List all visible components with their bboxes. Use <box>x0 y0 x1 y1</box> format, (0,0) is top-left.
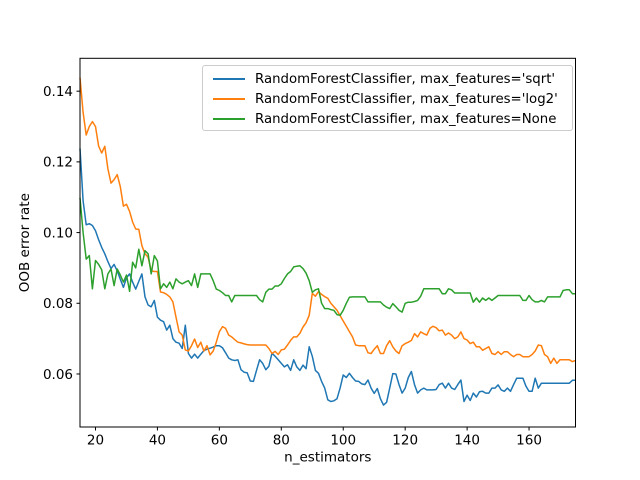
y-tick-label: 0.08 <box>43 296 73 312</box>
legend-item-0: RandomForestClassifier, max_features='sq… <box>208 69 572 89</box>
x-tick-label: 160 <box>516 433 542 449</box>
axes-frame <box>79 57 576 428</box>
legend-label: RandomForestClassifier, max_features='sq… <box>255 71 556 87</box>
legend-label: RandomForestClassifier, max_features=Non… <box>255 111 557 127</box>
legend-line-sample <box>213 98 245 100</box>
x-axis-label: n_estimators <box>284 450 371 466</box>
legend-item-1: RandomForestClassifier, max_features='lo… <box>208 89 572 109</box>
x-tick-label: 20 <box>87 433 104 449</box>
series-line-2 <box>79 197 576 317</box>
legend-item-2: RandomForestClassifier, max_features=Non… <box>208 109 572 129</box>
legend: RandomForestClassifier, max_features='sq… <box>202 65 573 131</box>
x-tick-label: 120 <box>392 433 418 449</box>
y-tick-label: 0.12 <box>43 155 73 171</box>
series-line-1 <box>79 77 576 365</box>
x-tick-label: 100 <box>330 433 356 449</box>
x-tick-label: 40 <box>149 433 166 449</box>
y-tick-label: 0.06 <box>43 367 73 383</box>
series-line-0 <box>79 148 576 406</box>
x-tick-label: 80 <box>273 433 290 449</box>
legend-line-sample <box>213 118 245 120</box>
legend-label: RandomForestClassifier, max_features='lo… <box>255 91 558 107</box>
y-tick-label: 0.14 <box>43 84 73 100</box>
y-tick-label: 0.10 <box>43 225 73 241</box>
x-tick-label: 140 <box>454 433 480 449</box>
x-tick-label: 60 <box>211 433 228 449</box>
y-axis-label: OOB error rate <box>17 193 33 292</box>
legend-line-sample <box>213 78 245 80</box>
